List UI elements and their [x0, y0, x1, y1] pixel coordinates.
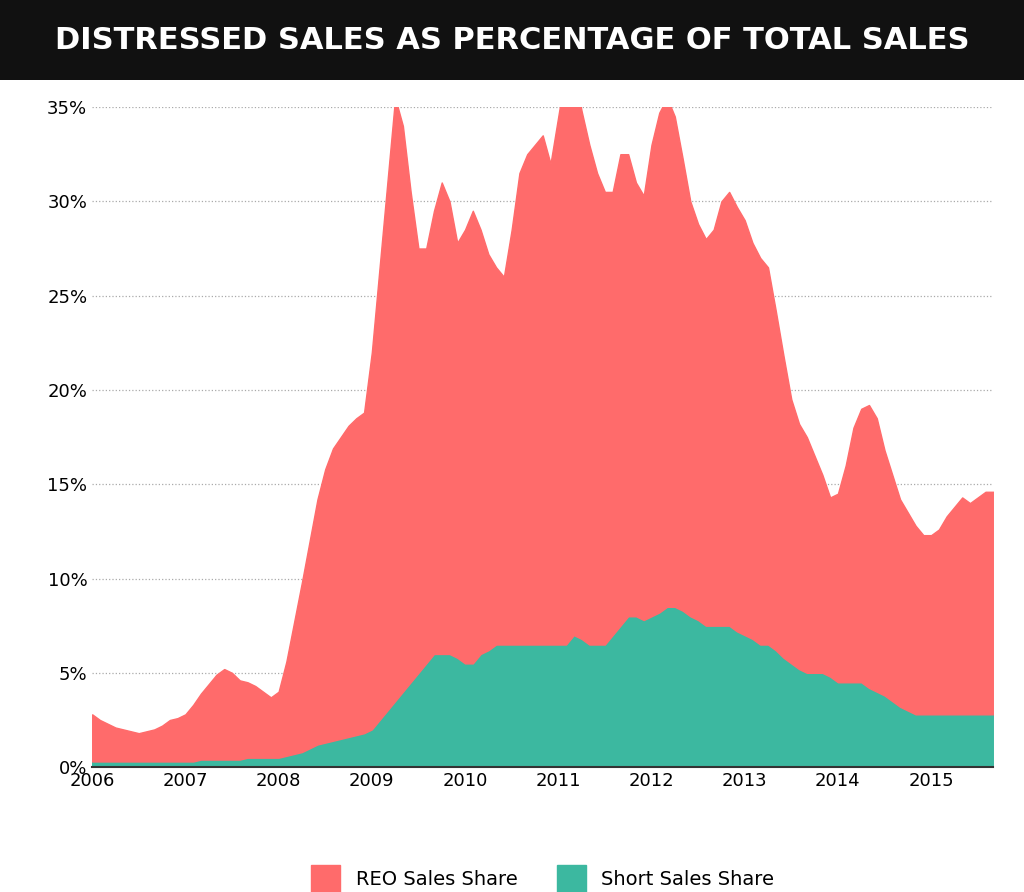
Legend: REO Sales Share, Short Sales Share: REO Sales Share, Short Sales Share — [301, 855, 784, 892]
Text: DISTRESSED SALES AS PERCENTAGE OF TOTAL SALES: DISTRESSED SALES AS PERCENTAGE OF TOTAL … — [54, 26, 970, 54]
